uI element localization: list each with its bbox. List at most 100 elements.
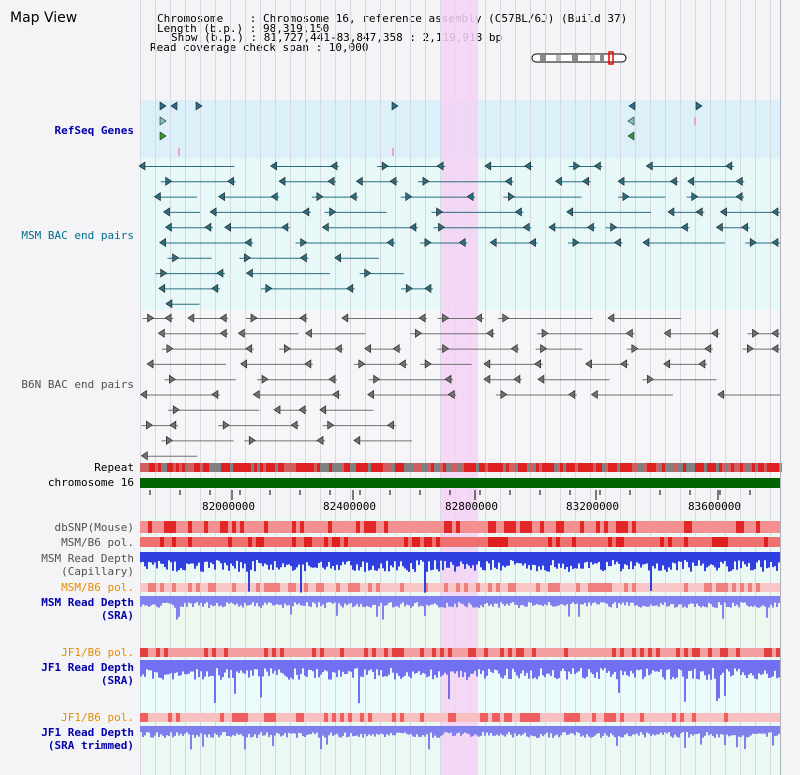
jf1-depth-trimmed	[662, 726, 664, 735]
dbsnp-stripe	[140, 521, 144, 533]
msm-depth-capillary	[274, 552, 276, 562]
jf1-b6-pol-stripe	[600, 648, 604, 657]
jf1-depth-trimmed	[232, 726, 234, 736]
b6n-bac-pair-end	[442, 313, 450, 323]
jf1-depth-trimmed	[218, 726, 220, 738]
jf1-depth-trimmed	[212, 726, 214, 738]
label-dbsnp[interactable]: dbSNP(Mouse)	[54, 521, 134, 534]
jf1-b6-pol2-stripe	[216, 713, 220, 722]
repeat-block	[671, 463, 674, 472]
msm-b6-pol-stripe	[176, 537, 180, 547]
jf1-b6-pol-stripe	[272, 648, 276, 657]
msm-depth-sra	[242, 596, 244, 608]
repeat-block	[593, 463, 596, 472]
jf1-b6-pol-stripe	[688, 648, 692, 657]
jf1-b6-pol2-stripe	[528, 713, 532, 722]
jf1-b6-pol2-stripe	[740, 713, 744, 722]
msm-depth-sra	[472, 596, 474, 608]
jf1-depth-trimmed	[530, 726, 532, 736]
jf1-depth-sra	[702, 660, 704, 672]
jf1-depth-sra	[660, 660, 662, 670]
dbsnp-stripe	[428, 521, 432, 533]
dbsnp-stripe	[400, 521, 404, 533]
msm-bac-pair-end	[438, 222, 445, 232]
jf1-depth-sra	[270, 660, 272, 669]
jf1-depth-trimmed	[208, 726, 210, 735]
msm-depth-capillary	[700, 552, 702, 566]
b6n-bac-pair-end	[746, 344, 754, 354]
label-jf1-depth-sra[interactable]: JF1 Read Depth	[41, 661, 134, 674]
jf1-depth-sra	[340, 660, 342, 677]
label-msm-depth-sra[interactable]: MSM Read Depth	[41, 596, 134, 609]
jf1-depth-trimmed	[230, 726, 232, 737]
msm-depth-capillary	[204, 552, 206, 562]
jf1-depth-sra	[148, 660, 150, 671]
label-msm-b6-pol-1[interactable]: MSM/B6 pol.	[61, 536, 134, 549]
msm-depth-sra	[602, 596, 604, 603]
jf1-depth-sra	[510, 660, 512, 680]
jf1-b6-pol2-stripe	[184, 713, 188, 722]
repeat-block	[707, 463, 710, 472]
repeat-block	[215, 463, 218, 472]
msm-b6-pol2-stripe	[764, 583, 768, 592]
msm-b6-pol2-stripe	[344, 583, 348, 592]
label-jf1-b6-pol-2[interactable]: JF1/B6 pol.	[61, 711, 134, 724]
msm-bac-pair-end	[204, 222, 212, 232]
label-msm-b6-pol-2[interactable]: MSM/B6 pol.	[61, 581, 134, 594]
jf1-b6-pol2-stripe	[168, 713, 172, 722]
repeat-block	[500, 463, 503, 472]
jf1-depth-sra	[432, 660, 434, 680]
jf1-b6-pol2-stripe	[152, 713, 156, 722]
msm-depth-capillary	[166, 552, 168, 570]
msm-b6-pol2-stripe	[776, 583, 780, 592]
jf1-depth-sra	[686, 660, 688, 679]
msm-b6-pol-stripe	[544, 537, 548, 547]
msm-depth-sra	[664, 596, 666, 603]
dbsnp-stripe	[364, 521, 368, 533]
msm-b6-pol-stripe	[468, 537, 472, 547]
repeat-block	[725, 463, 728, 472]
msm-depth-sra	[410, 596, 412, 608]
msm-bac-pair-end	[281, 222, 289, 232]
jf1-b6-pol-stripe	[484, 648, 488, 657]
jf1-b6-pol2-stripe	[440, 713, 444, 722]
label-refseq-genes[interactable]: RefSeq Genes	[54, 124, 134, 137]
msm-depth-capillary	[226, 552, 228, 566]
jf1-b6-pol2-stripe	[652, 713, 656, 722]
msm-depth-capillary	[740, 552, 742, 569]
repeat-block	[383, 463, 386, 472]
jf1-depth-trimmed	[222, 726, 224, 733]
b6n-bac-pair-end	[353, 435, 361, 445]
msm-depth-sra	[538, 596, 540, 605]
jf1-depth-trimmed	[342, 726, 344, 736]
b6n-bac-pair-end	[157, 328, 165, 338]
b6n-bac-pair-end	[304, 359, 312, 369]
label-msm-bac[interactable]: MSM BAC end pairs	[21, 229, 134, 242]
jf1-b6-pol2-stripe	[376, 713, 380, 722]
msm-b6-pol-stripe	[516, 537, 520, 547]
label-msm-depth-cap[interactable]: MSM Read Depth	[41, 552, 134, 565]
jf1-depth-sra	[490, 660, 492, 672]
msm-depth-capillary	[418, 552, 420, 565]
repeat-block	[314, 463, 317, 472]
repeat-block	[323, 463, 326, 472]
msm-depth-sra	[690, 596, 692, 604]
label-jf1-b6-pol-1[interactable]: JF1/B6 pol.	[61, 646, 134, 659]
jf1-depth-sra	[528, 660, 530, 679]
msm-b6-pol-stripe	[528, 537, 532, 547]
jf1-depth-sra	[552, 660, 554, 671]
repeat-block	[662, 463, 665, 472]
jf1-depth-sra	[260, 660, 262, 698]
label-repeat[interactable]: Repeat	[94, 461, 134, 474]
label-jf1-depth-trim[interactable]: JF1 Read Depth	[41, 726, 134, 739]
jf1-depth-trimmed	[318, 726, 320, 738]
repeat-block	[332, 463, 335, 472]
refseq-gene	[170, 101, 178, 111]
label-b6n-bac[interactable]: B6N BAC end pairs	[21, 378, 134, 391]
dbsnp-stripe	[348, 521, 352, 533]
b6n-bac-pair-end	[540, 344, 548, 354]
jf1-depth-sra	[154, 660, 156, 673]
msm-depth-capillary	[650, 552, 652, 591]
b6n-bac-pair-end	[590, 389, 598, 400]
